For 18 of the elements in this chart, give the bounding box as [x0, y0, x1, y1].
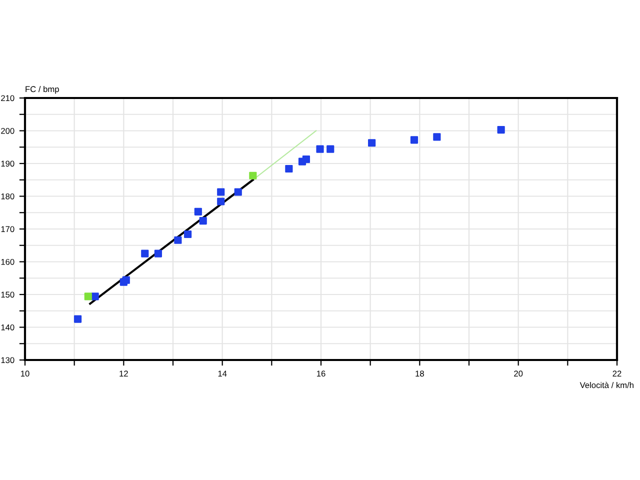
y-tick-label: 130: [1, 357, 14, 364]
y-tick-label: 180: [1, 193, 14, 200]
x-tick-label: 10: [21, 370, 30, 377]
y-tick-label: 160: [1, 258, 14, 265]
y-tick-label: 190: [1, 160, 14, 167]
y-tick-label: 140: [1, 324, 14, 330]
x-tick-label: 18: [416, 370, 424, 377]
x-tick-label: 20: [514, 370, 523, 377]
x-tick-label: 14: [218, 370, 227, 376]
y-tick-label: 210: [1, 95, 14, 102]
y-tick-label: 150: [1, 292, 14, 298]
x-tick-label: 16: [317, 370, 326, 377]
y-tick-label: 200: [1, 128, 14, 134]
x-tick-label: 22: [612, 370, 622, 376]
y-axis-title: FC / bmp: [26, 86, 59, 94]
y-tick-label: 170: [1, 226, 14, 232]
x-axis-title: Velocità / km/h: [580, 382, 634, 388]
x-tick-label: 12: [120, 370, 128, 376]
